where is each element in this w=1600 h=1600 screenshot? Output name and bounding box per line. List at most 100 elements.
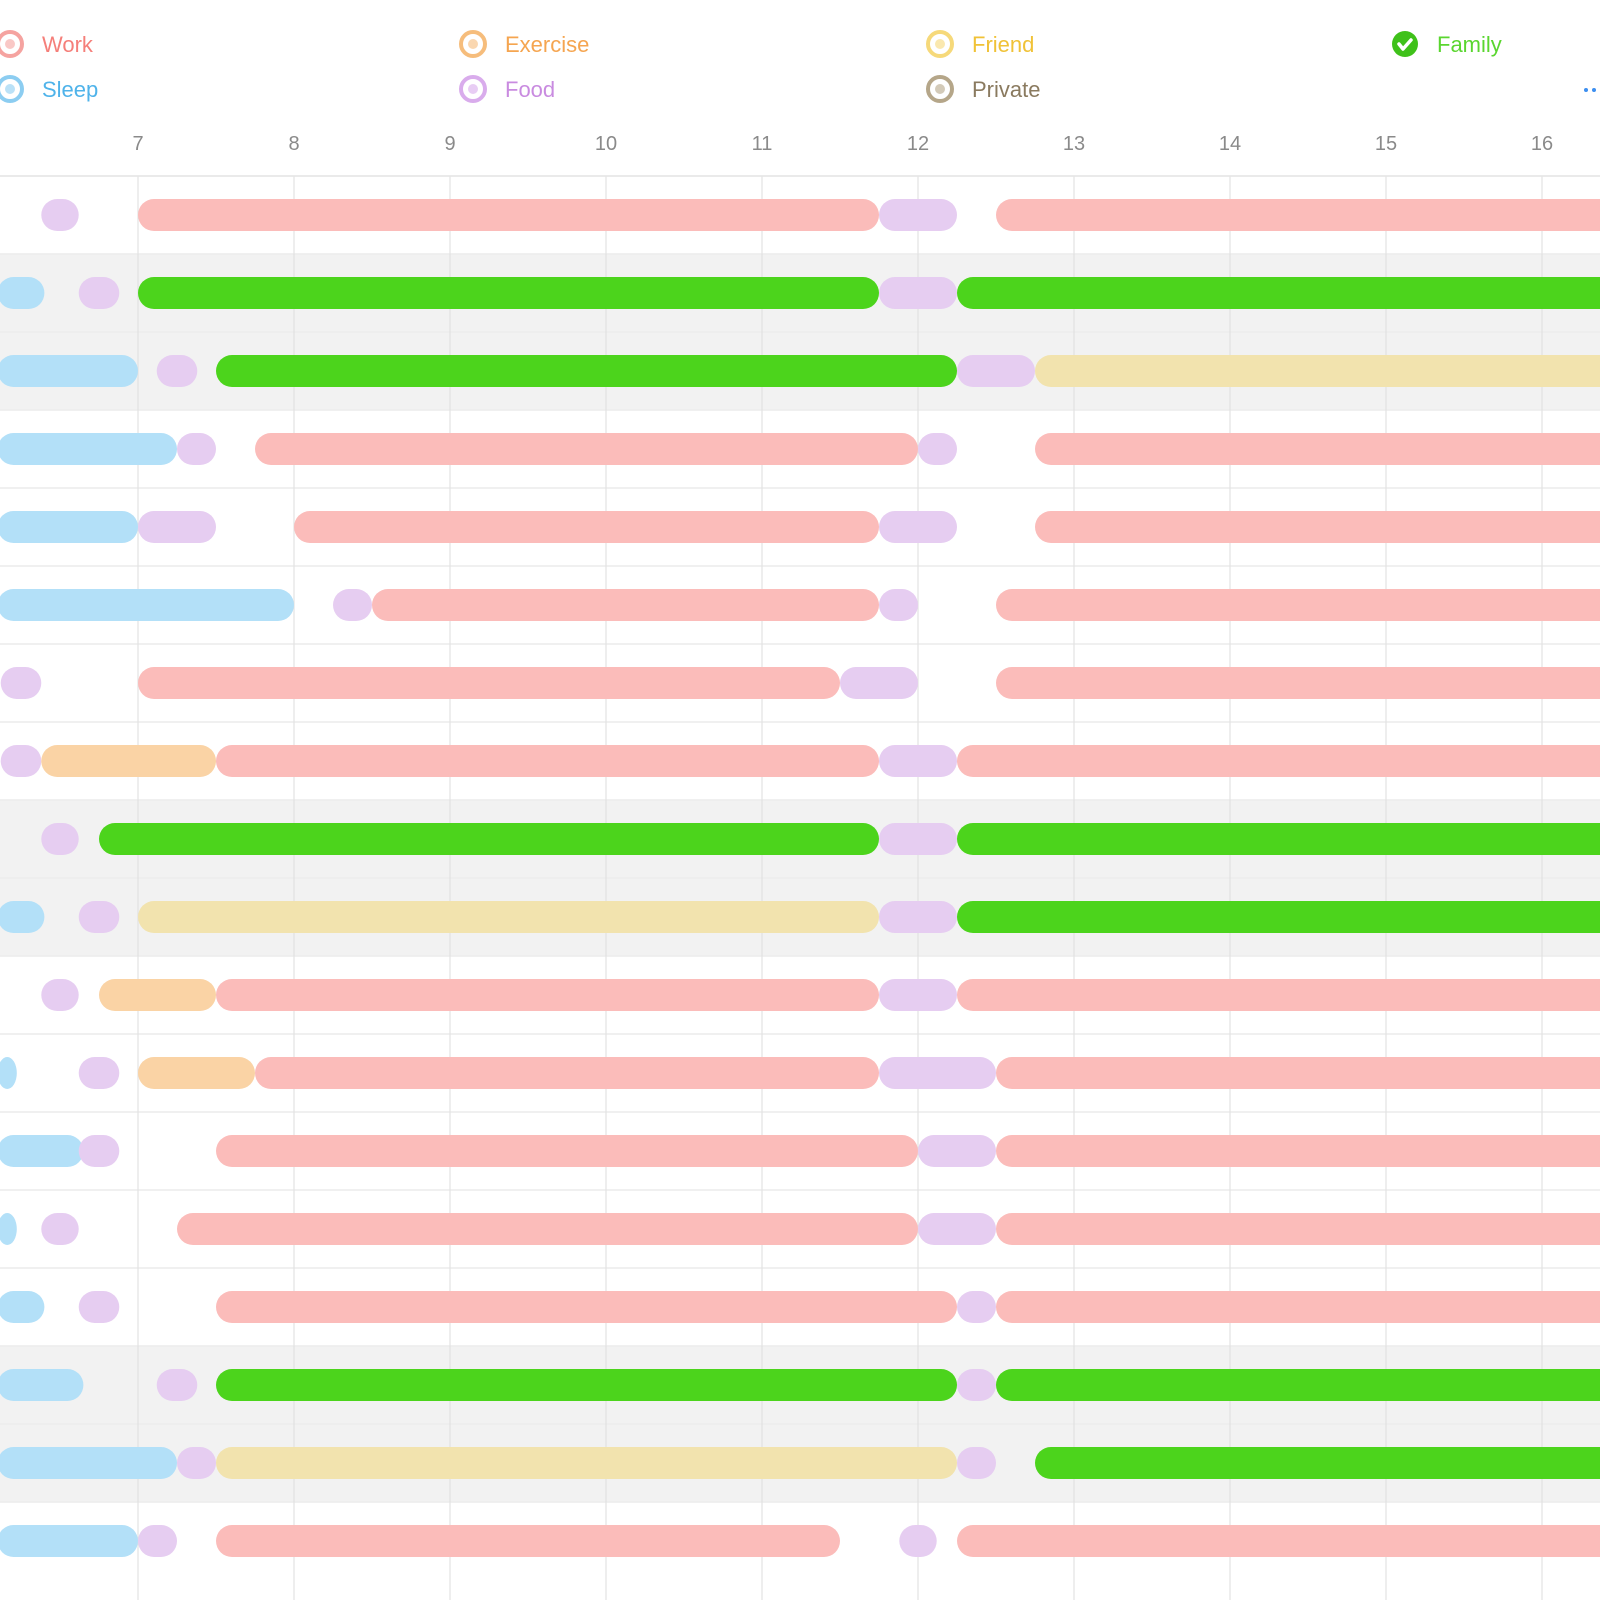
segment-work[interactable] [255,433,918,465]
segment-sleep[interactable] [0,1213,17,1245]
segment-food[interactable] [957,355,1035,387]
segment-family[interactable] [216,1369,957,1401]
segment-work[interactable] [138,667,840,699]
segment-sleep[interactable] [0,1369,84,1401]
segment-food[interactable] [177,433,216,465]
segment-friend[interactable] [138,901,879,933]
segment-food[interactable] [918,433,957,465]
segment-exercise[interactable] [41,745,216,777]
segment-work[interactable] [957,979,1600,1011]
legend-item-work[interactable]: Work [0,30,94,58]
segment-work[interactable] [1035,511,1600,543]
segment-food[interactable] [333,589,372,621]
segment-work[interactable] [996,199,1600,231]
segment-family[interactable] [957,823,1600,855]
segment-work[interactable] [177,1213,918,1245]
segment-food[interactable] [840,667,918,699]
segment-food[interactable] [0,667,42,699]
segment-friend[interactable] [1035,355,1600,387]
legend-item-sleep[interactable]: Sleep [0,75,98,103]
segment-food[interactable] [41,823,79,855]
legend-item-friend[interactable]: Friend [926,30,1034,58]
segment-food[interactable] [78,901,120,933]
segment-work[interactable] [216,1291,957,1323]
segment-family[interactable] [996,1369,1600,1401]
segment-work[interactable] [294,511,879,543]
circle-icon [0,30,24,58]
legend-item-exercise[interactable]: Exercise [459,30,589,58]
segment-food[interactable] [957,1291,996,1323]
segment-food[interactable] [177,1447,216,1479]
segment-food[interactable] [879,277,957,309]
segment-family[interactable] [99,823,879,855]
segment-work[interactable] [996,1057,1600,1089]
segment-sleep[interactable] [0,1291,45,1323]
segment-exercise[interactable] [138,1057,255,1089]
segment-work[interactable] [996,667,1600,699]
segment-food[interactable] [41,979,79,1011]
segment-work[interactable] [996,1135,1600,1167]
segment-family[interactable] [216,355,957,387]
segment-sleep[interactable] [0,433,177,465]
segment-food[interactable] [0,745,42,777]
segment-exercise[interactable] [99,979,216,1011]
segment-work[interactable] [1035,433,1600,465]
segment-sleep[interactable] [0,511,138,543]
segment-food[interactable] [879,745,957,777]
segment-family[interactable] [957,901,1600,933]
segment-food[interactable] [78,1135,120,1167]
segment-food[interactable] [156,1369,198,1401]
segment-sleep[interactable] [0,355,138,387]
segment-food[interactable] [918,1135,996,1167]
x-tick-label: 12 [907,133,929,155]
legend-item-private[interactable]: Private [926,75,1040,103]
legend-item-family[interactable]: Family [1392,31,1502,57]
segment-food[interactable] [879,901,957,933]
segment-family[interactable] [1035,1447,1600,1479]
segment-sleep[interactable] [0,589,294,621]
segment-food[interactable] [879,511,957,543]
segment-food[interactable] [41,199,79,231]
segment-food[interactable] [899,1525,937,1557]
segment-sleep[interactable] [0,1135,84,1167]
segment-work[interactable] [996,1213,1600,1245]
segment-food[interactable] [879,589,918,621]
segment-family[interactable] [138,277,879,309]
segment-work[interactable] [216,1135,918,1167]
segment-food[interactable] [138,1525,177,1557]
segment-food[interactable] [879,979,957,1011]
segment-food[interactable] [879,823,957,855]
segment-work[interactable] [957,1525,1600,1557]
segment-food[interactable] [138,511,216,543]
segment-food[interactable] [918,1213,996,1245]
segment-sleep[interactable] [0,1057,17,1089]
segment-work[interactable] [216,979,879,1011]
segment-sleep[interactable] [0,1525,138,1557]
segment-food[interactable] [879,199,957,231]
segment-work[interactable] [996,1291,1600,1323]
segment-food[interactable] [156,355,198,387]
segment-work[interactable] [957,745,1600,777]
segment-food[interactable] [78,1057,120,1089]
segment-food[interactable] [78,1291,120,1323]
segment-food[interactable] [78,277,120,309]
segment-work[interactable] [216,1525,840,1557]
segment-friend[interactable] [216,1447,957,1479]
segment-work[interactable] [216,745,879,777]
segment-work[interactable] [138,199,879,231]
segment-work[interactable] [996,589,1600,621]
segment-sleep[interactable] [0,277,45,309]
segment-family[interactable] [957,277,1600,309]
segment-food[interactable] [41,1213,79,1245]
segment-sleep[interactable] [0,901,45,933]
segment-sleep[interactable] [0,1447,177,1479]
check-circle-icon [1392,31,1418,57]
segment-food[interactable] [879,1057,996,1089]
segment-food[interactable] [957,1447,996,1479]
legend-label-exercise: Exercise [505,32,589,57]
segment-food[interactable] [957,1369,996,1401]
circle-icon [926,30,954,58]
segment-work[interactable] [255,1057,879,1089]
segment-work[interactable] [372,589,879,621]
legend-item-food[interactable]: Food [459,75,555,103]
